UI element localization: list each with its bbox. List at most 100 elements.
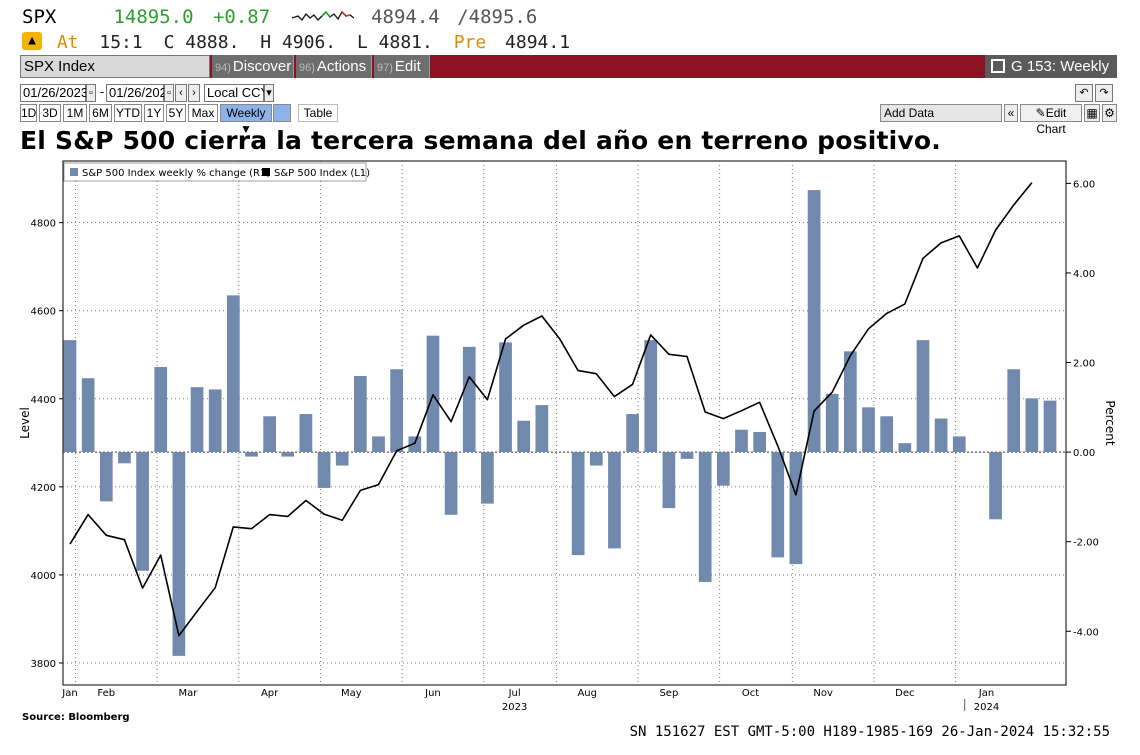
security-field[interactable]: SPX Index — [20, 55, 210, 78]
period-1y[interactable]: 1Y — [144, 104, 164, 122]
bar — [916, 340, 930, 453]
next-period-icon[interactable]: › — [188, 84, 200, 102]
bar — [789, 452, 803, 565]
bar — [390, 369, 404, 453]
actions-menu[interactable]: 96) Actions ▾ — [296, 55, 372, 100]
period-ytd[interactable]: YTD — [114, 104, 142, 122]
right-tick-label: 0.00 — [1073, 448, 1095, 459]
edit-menu-label: Edit ▾ — [377, 58, 421, 100]
left-tick-label: 4400 — [31, 395, 56, 406]
date-range-row: 01/26/2023 ▫ - 01/26/2024 ▫ ‹ › Local CC… — [20, 84, 1117, 102]
bar — [408, 436, 422, 453]
bar — [644, 340, 658, 453]
x-tick-label: Dec — [895, 688, 914, 699]
ticker-high: H 4906. — [260, 32, 337, 53]
bar — [136, 452, 149, 571]
frequency-select[interactable]: Weekly ▼ — [220, 104, 272, 136]
x-tick-label: Apr — [261, 688, 279, 699]
chart-template-button[interactable]: G 153: Weekly % — [985, 55, 1117, 98]
bar — [1025, 398, 1039, 453]
ticker-at-label: At — [56, 32, 79, 53]
bar — [118, 452, 131, 464]
bar — [716, 452, 730, 486]
alert-icon[interactable]: ▲ — [22, 32, 42, 50]
x-tick-label: Sep — [659, 688, 678, 699]
x-year-label: 2023 — [502, 702, 527, 713]
bar — [354, 375, 367, 453]
ticker-open: C 4888. — [163, 32, 240, 53]
bar — [426, 335, 440, 453]
bar — [317, 452, 331, 488]
currency-select[interactable]: Local CCY — [204, 84, 269, 102]
bar — [753, 431, 766, 453]
start-date-input[interactable]: 01/26/2023 — [20, 84, 88, 102]
redo-icon[interactable]: ↷ — [1095, 84, 1113, 102]
edit-menu-number: 97) — [377, 62, 393, 74]
bar — [662, 452, 676, 509]
chart-settings-icon[interactable]: ▦ — [1084, 104, 1100, 122]
bar — [499, 342, 512, 453]
bar — [844, 351, 857, 453]
bar — [172, 452, 186, 656]
discover-menu[interactable]: 94)Discover ▾ — [212, 55, 294, 100]
ticker-symbol[interactable]: SPX — [22, 6, 57, 28]
end-date-input[interactable]: 01/26/2024 — [106, 84, 174, 102]
ticker-prev-label: Pre — [453, 32, 487, 53]
edit-menu[interactable]: 97) Edit ▾ — [374, 55, 430, 100]
x-tick-label: Jan — [978, 688, 994, 699]
period-6m[interactable]: 6M — [89, 104, 112, 122]
bar — [245, 452, 258, 457]
right-tick-label: 2.00 — [1073, 359, 1095, 370]
end-calendar-icon[interactable]: ▫ — [164, 84, 174, 102]
currency-dropdown-icon[interactable]: ▾ — [264, 84, 274, 102]
bar — [335, 452, 349, 466]
date-separator: - — [99, 84, 105, 99]
period-max[interactable]: Max — [188, 104, 218, 122]
frequency-extra[interactable] — [273, 104, 291, 122]
legend-swatch-line — [262, 168, 270, 176]
bar — [517, 420, 531, 453]
add-data-input[interactable]: Add Data — [880, 104, 1002, 122]
period-1m[interactable]: 1M — [63, 104, 87, 122]
bar — [154, 367, 168, 453]
discover-menu-number: 94) — [215, 62, 231, 74]
bar — [698, 452, 712, 582]
period-3d[interactable]: 3D — [39, 104, 61, 122]
bar — [952, 436, 966, 453]
x-tick-label: Oct — [742, 688, 759, 699]
table-button[interactable]: Table — [298, 104, 338, 122]
bar — [99, 452, 113, 502]
prev-period-icon[interactable]: ‹ — [175, 84, 187, 102]
bar — [735, 429, 748, 453]
bar — [571, 452, 585, 556]
bar — [63, 340, 77, 453]
legend-label-line: S&P 500 Index (L1) — [274, 168, 370, 179]
x-tick-label: Jan — [61, 688, 77, 699]
chart-template-label: G 153: Weekly % — [991, 58, 1110, 98]
gear-icon[interactable]: ⚙ — [1102, 104, 1117, 122]
ticker-change: +0.87 — [212, 6, 271, 28]
left-tick-label: 4200 — [31, 483, 56, 494]
right-tick-label: -4.00 — [1073, 627, 1099, 638]
actions-menu-label: Actions ▾ — [299, 58, 367, 100]
bar — [208, 389, 222, 453]
actions-menu-number: 96) — [299, 62, 315, 74]
edit-chart-button[interactable]: ✎Edit Chart — [1020, 104, 1082, 136]
period-1d[interactable]: 1D — [20, 104, 37, 122]
pencil-icon: ✎ — [1035, 106, 1046, 120]
bar — [1043, 400, 1057, 453]
bar — [462, 346, 476, 453]
bar — [825, 393, 839, 453]
bar — [807, 190, 821, 453]
period-5y[interactable]: 5Y — [166, 104, 186, 122]
x-tick-label: Jun — [424, 688, 441, 699]
left-tick-label: 4000 — [31, 571, 56, 582]
left-tick-label: 3800 — [31, 659, 56, 670]
chart: 3800 4000 4200 4400 4600 4800 6.00 4.00 2.00 0.00… — [18, 160, 1117, 713]
collapse-icon[interactable]: « — [1004, 104, 1018, 122]
ticker-ask: /4895.6 — [457, 6, 538, 28]
bar — [862, 407, 875, 453]
bar — [934, 418, 948, 453]
undo-icon[interactable]: ↶ — [1075, 84, 1093, 102]
start-calendar-icon[interactable]: ▫ — [86, 84, 96, 102]
